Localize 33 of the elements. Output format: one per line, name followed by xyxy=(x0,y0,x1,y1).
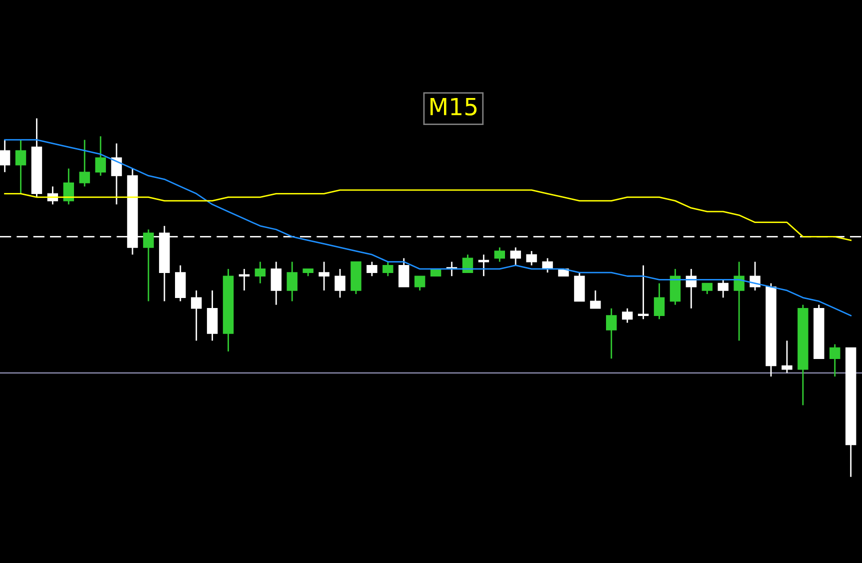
candlestick xyxy=(95,136,106,176)
candlestick xyxy=(15,139,26,194)
candlestick xyxy=(270,261,282,306)
candlestick xyxy=(143,228,154,302)
candlestick xyxy=(366,261,378,277)
candlestick xyxy=(286,261,298,302)
candlestick xyxy=(318,261,330,292)
candlestick xyxy=(606,308,617,360)
candlestick xyxy=(829,344,840,378)
candlestick xyxy=(254,261,266,284)
candlestick xyxy=(750,261,760,292)
candlestick xyxy=(398,257,410,288)
candlestick xyxy=(79,139,90,188)
candlestick xyxy=(190,290,202,342)
candlestick xyxy=(542,257,553,274)
candlestick xyxy=(462,254,474,274)
candlestick xyxy=(734,261,744,342)
candlestick xyxy=(638,264,649,320)
candlestick xyxy=(111,142,122,206)
candlestick xyxy=(494,246,506,262)
candlestick xyxy=(382,261,394,277)
candlestick xyxy=(718,279,728,298)
candlestick xyxy=(526,250,537,266)
candlestick xyxy=(510,246,521,266)
candlestick xyxy=(782,340,792,374)
candlestick xyxy=(654,282,665,320)
candlestick xyxy=(414,275,426,292)
candlestick xyxy=(0,139,10,173)
candlestick xyxy=(590,290,601,310)
text: M15 xyxy=(430,98,477,116)
candlestick xyxy=(334,268,346,298)
candlestick xyxy=(702,282,713,295)
candlestick xyxy=(622,308,633,324)
